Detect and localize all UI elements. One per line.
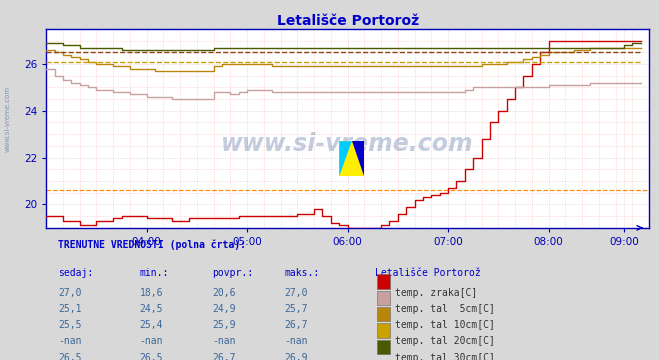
Bar: [376, 274, 390, 289]
Text: temp. tal  5cm[C]: temp. tal 5cm[C]: [395, 304, 494, 314]
Text: TRENUTNE VREDNOSTI (polna črta):: TRENUTNE VREDNOSTI (polna črta):: [58, 239, 246, 250]
Text: 26,7: 26,7: [284, 320, 308, 330]
Polygon shape: [352, 141, 364, 176]
Text: maks.:: maks.:: [284, 268, 320, 278]
Bar: [376, 307, 390, 321]
Text: povpr.:: povpr.:: [212, 268, 253, 278]
Bar: [376, 323, 390, 338]
Text: 27,0: 27,0: [284, 288, 308, 298]
Text: temp. tal 10cm[C]: temp. tal 10cm[C]: [395, 320, 494, 330]
Text: 25,5: 25,5: [58, 320, 82, 330]
Polygon shape: [339, 141, 352, 176]
Text: -nan: -nan: [140, 337, 163, 346]
Text: 26,9: 26,9: [284, 353, 308, 360]
Text: 18,6: 18,6: [140, 288, 163, 298]
Text: 24,5: 24,5: [140, 304, 163, 314]
Bar: [376, 291, 390, 305]
Text: 25,4: 25,4: [140, 320, 163, 330]
Text: temp. tal 30cm[C]: temp. tal 30cm[C]: [395, 353, 494, 360]
FancyBboxPatch shape: [339, 141, 364, 176]
Text: 26,7: 26,7: [212, 353, 235, 360]
Text: www.si-vreme.com: www.si-vreme.com: [5, 86, 11, 152]
Text: Letališče Portorož: Letališče Portorož: [375, 268, 480, 278]
Text: -nan: -nan: [284, 337, 308, 346]
Text: -nan: -nan: [212, 337, 235, 346]
Text: 26,5: 26,5: [140, 353, 163, 360]
Text: 24,9: 24,9: [212, 304, 235, 314]
Text: temp. zraka[C]: temp. zraka[C]: [395, 288, 477, 298]
Text: sedaj:: sedaj:: [58, 268, 94, 278]
Text: 25,1: 25,1: [58, 304, 82, 314]
Text: www.si-vreme.com: www.si-vreme.com: [221, 132, 474, 156]
Text: temp. tal 20cm[C]: temp. tal 20cm[C]: [395, 337, 494, 346]
Text: 20,6: 20,6: [212, 288, 235, 298]
Text: 27,0: 27,0: [58, 288, 82, 298]
Title: Letališče Portorož: Letališče Portorož: [277, 14, 418, 28]
Text: 26,5: 26,5: [58, 353, 82, 360]
Text: 25,7: 25,7: [284, 304, 308, 314]
Text: 25,9: 25,9: [212, 320, 235, 330]
Bar: [376, 356, 390, 360]
Bar: [376, 339, 390, 354]
Text: min.:: min.:: [140, 268, 169, 278]
Text: -nan: -nan: [58, 337, 82, 346]
